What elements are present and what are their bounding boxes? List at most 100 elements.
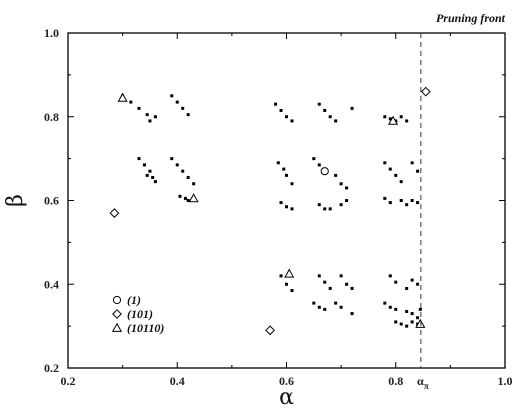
data-point — [279, 274, 283, 278]
orbit-markers — [109, 86, 431, 336]
data-point — [410, 161, 414, 165]
data-point — [410, 278, 414, 282]
data-point — [145, 113, 149, 117]
legend-label: (101) — [127, 307, 153, 321]
data-point — [405, 324, 409, 328]
data-point — [276, 161, 280, 165]
data-point — [279, 201, 283, 205]
y-tick-label: 1.0 — [44, 26, 59, 40]
data-point — [388, 167, 392, 171]
data-point — [405, 286, 409, 290]
data-point — [328, 115, 332, 119]
data-point — [312, 301, 316, 305]
data-point — [290, 119, 294, 123]
data-point — [383, 196, 387, 200]
data-point — [388, 117, 392, 121]
data-point — [186, 199, 190, 202]
data-point — [175, 163, 179, 167]
data-point — [410, 199, 414, 202]
data-point — [142, 163, 146, 167]
data-point — [328, 207, 332, 211]
data-point — [416, 316, 420, 320]
data-point — [399, 180, 403, 184]
data-point — [394, 173, 398, 177]
data-point — [410, 320, 414, 324]
y-axis-label: β — [3, 194, 28, 207]
data-point — [394, 320, 398, 324]
diamond-marker — [109, 208, 120, 218]
data-point — [129, 100, 133, 104]
diamond-marker — [265, 325, 276, 336]
data-point — [388, 201, 392, 205]
data-point — [416, 282, 420, 286]
x-axis-label: α — [279, 385, 294, 410]
diamond-marker — [420, 86, 431, 97]
data-point — [416, 201, 420, 205]
data-point — [394, 307, 398, 311]
data-point — [323, 207, 327, 211]
data-point — [285, 173, 288, 177]
data-point — [383, 301, 387, 305]
data-point — [399, 322, 403, 326]
y-tick-label: 0.8 — [44, 110, 59, 124]
data-point — [323, 307, 327, 311]
data-point — [153, 180, 157, 184]
data-point — [153, 115, 157, 119]
x-tick-label: 0.6 — [279, 374, 294, 388]
triangle-marker — [415, 318, 426, 328]
data-point — [399, 115, 403, 119]
data-point — [290, 182, 294, 186]
data-point — [323, 108, 327, 112]
data-point — [334, 301, 338, 305]
data-point — [183, 196, 187, 200]
triangle-marker — [188, 193, 199, 203]
data-point — [345, 199, 349, 202]
triangle-marker — [284, 268, 295, 278]
data-point — [317, 305, 321, 309]
data-points — [121, 94, 422, 328]
data-point — [186, 175, 190, 179]
y-tick-label: 0.2 — [44, 361, 59, 375]
data-point — [345, 186, 349, 190]
x-tick-label: 0.4 — [170, 374, 185, 388]
data-point — [350, 312, 354, 316]
data-point — [399, 199, 403, 202]
data-point — [405, 203, 409, 207]
data-point — [170, 94, 174, 98]
data-point — [388, 274, 392, 278]
pruning-front-line: απ — [417, 33, 429, 391]
data-point — [175, 100, 179, 104]
y-tick-label: 0.6 — [44, 194, 59, 208]
data-point — [137, 106, 141, 110]
legend: (1)(101)(10110) — [111, 293, 164, 335]
data-point — [317, 203, 321, 207]
data-point — [282, 167, 286, 171]
data-point — [317, 102, 321, 106]
data-point — [290, 207, 294, 211]
data-point — [285, 282, 288, 286]
data-point — [137, 157, 141, 161]
circle-marker — [320, 167, 329, 176]
x-tick-label: 0.8 — [388, 374, 403, 388]
data-point — [350, 106, 354, 110]
data-point — [323, 280, 327, 284]
data-point — [317, 163, 321, 167]
legend-circle-marker — [112, 295, 122, 305]
data-point — [339, 305, 343, 309]
data-point — [339, 203, 343, 207]
data-point — [178, 194, 182, 198]
data-point — [328, 286, 332, 290]
data-point — [345, 282, 349, 286]
data-point — [285, 205, 288, 209]
triangle-marker — [117, 92, 128, 102]
x-tick-label: 0.2 — [61, 374, 76, 388]
data-point — [170, 157, 174, 161]
data-point — [312, 157, 316, 161]
data-point — [290, 289, 294, 293]
data-point — [145, 173, 149, 177]
x-tick-label: 1.0 — [498, 374, 513, 388]
data-point — [394, 280, 398, 284]
triangle-marker — [387, 115, 399, 125]
data-point — [279, 108, 283, 112]
